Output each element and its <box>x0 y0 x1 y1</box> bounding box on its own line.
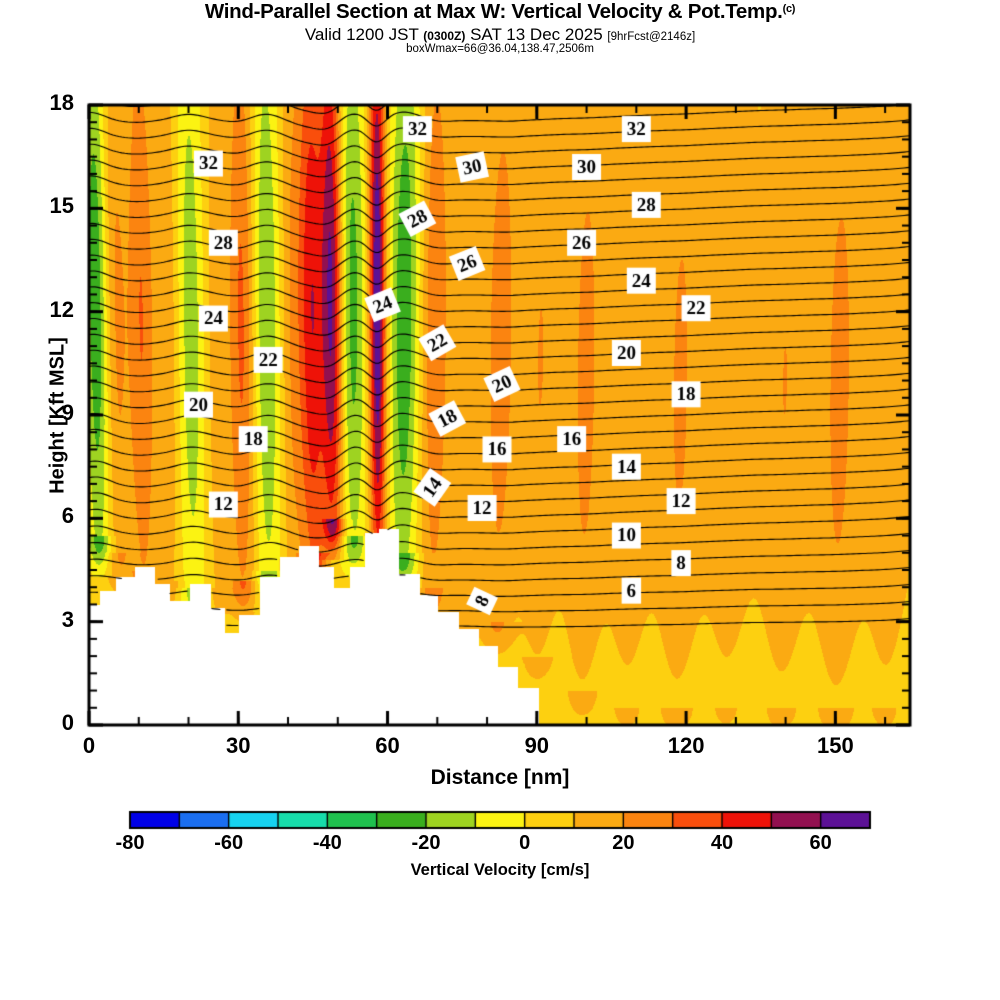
colorbar-tick-label: -40 <box>312 832 342 854</box>
y-tick-label: 15 <box>49 193 74 219</box>
colorbar-tick-label: 40 <box>710 832 734 854</box>
colorbar-tick-label: 20 <box>612 832 635 854</box>
colorbar-tick-label: 60 <box>809 832 832 854</box>
x-axis-title: Distance [nm] <box>430 766 570 789</box>
colorbar-tick-label: -60 <box>214 832 244 854</box>
y-tick-label: 0 <box>61 710 74 735</box>
y-tick-label: 12 <box>49 296 74 322</box>
colorbar-tick-label: -80 <box>115 832 145 854</box>
colorbar-tick-label: 0 <box>519 832 531 854</box>
x-tick-label: 90 <box>524 733 550 758</box>
y-tick-label: 6 <box>61 503 74 529</box>
y-tick-label: 9 <box>61 400 74 425</box>
x-tick-label: 60 <box>375 733 400 758</box>
x-tick-label: 0 <box>82 733 96 758</box>
y-tick-label: 18 <box>49 90 74 115</box>
x-tick-label: 150 <box>817 733 854 758</box>
colorbar-title: Vertical Velocity [cm/s] <box>410 861 590 879</box>
x-tick-label: 120 <box>667 733 705 758</box>
y-tick-label: 3 <box>61 606 74 632</box>
x-tick-label: 30 <box>226 733 251 758</box>
colorbar-tick-label: -20 <box>411 832 441 854</box>
